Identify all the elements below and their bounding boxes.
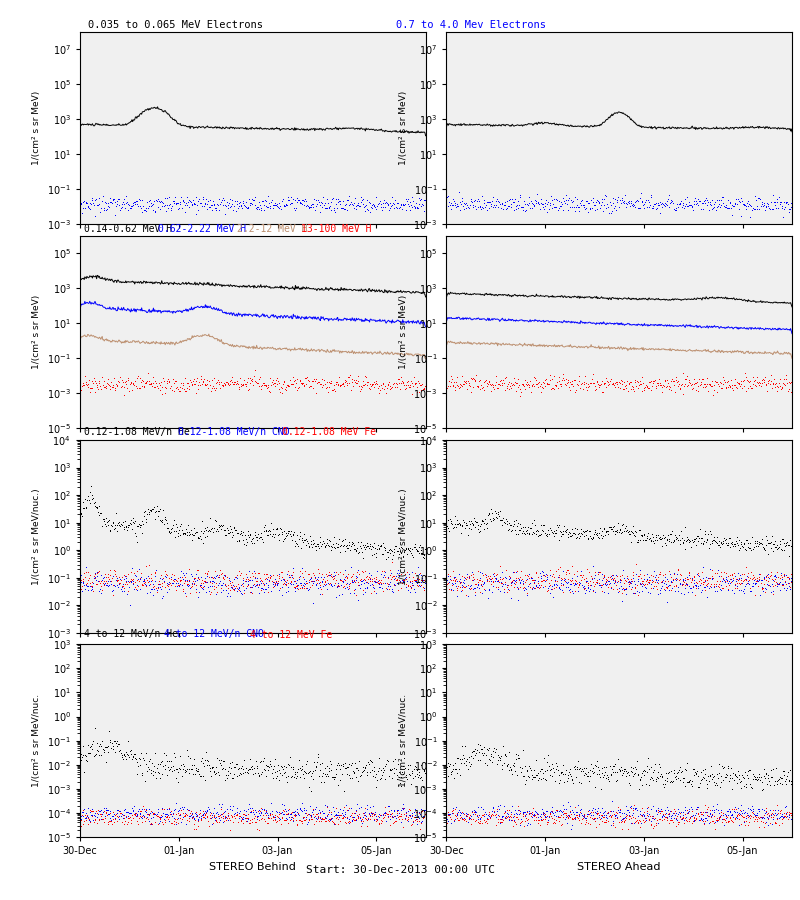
Y-axis label: 1/(cm² s sr MeV): 1/(cm² s sr MeV)	[398, 295, 408, 369]
Text: 0.14-0.62 MeV H: 0.14-0.62 MeV H	[84, 224, 172, 235]
Text: 0.035 to 0.065 MeV Electrons: 0.035 to 0.065 MeV Electrons	[88, 20, 263, 31]
Y-axis label: 1/(cm² s sr MeV): 1/(cm² s sr MeV)	[398, 91, 408, 165]
Text: 0.12-1.08 MeV Fe: 0.12-1.08 MeV Fe	[282, 427, 376, 437]
Text: Start: 30-Dec-2013 00:00 UTC: Start: 30-Dec-2013 00:00 UTC	[306, 865, 494, 876]
Text: 2.2-12 MeV H: 2.2-12 MeV H	[237, 224, 307, 235]
Text: 0.62-2.22 MeV H: 0.62-2.22 MeV H	[158, 224, 246, 235]
Y-axis label: 1/(cm² s sr MeV/nuc.): 1/(cm² s sr MeV/nuc.)	[33, 488, 42, 585]
Text: 0.7 to 4.0 Mev Electrons: 0.7 to 4.0 Mev Electrons	[396, 20, 546, 31]
Text: 0.12-1.08 MeV/n CNO: 0.12-1.08 MeV/n CNO	[178, 427, 290, 437]
Y-axis label: 1/(cm² s sr MeV/nuc.: 1/(cm² s sr MeV/nuc.	[398, 694, 407, 788]
Y-axis label: 1/(cm² s sr MeV): 1/(cm² s sr MeV)	[33, 295, 42, 369]
Y-axis label: 1/(cm² s sr MeV): 1/(cm² s sr MeV)	[33, 91, 42, 165]
Text: 4 to 12 MeV/n He: 4 to 12 MeV/n He	[84, 629, 178, 640]
Text: 4 to 12 MeV Fe: 4 to 12 MeV Fe	[250, 629, 333, 640]
Text: 13-100 MeV H: 13-100 MeV H	[301, 224, 371, 235]
Y-axis label: 1/(cm² s sr MeV/nuc.: 1/(cm² s sr MeV/nuc.	[32, 694, 42, 788]
X-axis label: STEREO Ahead: STEREO Ahead	[578, 861, 661, 871]
Text: 4 to 12 MeV/n CNO: 4 to 12 MeV/n CNO	[164, 629, 264, 640]
Y-axis label: 1/(cm² s sr MeV/nuc.): 1/(cm² s sr MeV/nuc.)	[398, 488, 408, 585]
X-axis label: STEREO Behind: STEREO Behind	[210, 861, 296, 871]
Text: 0.12-1.08 MeV/n He: 0.12-1.08 MeV/n He	[84, 427, 190, 437]
